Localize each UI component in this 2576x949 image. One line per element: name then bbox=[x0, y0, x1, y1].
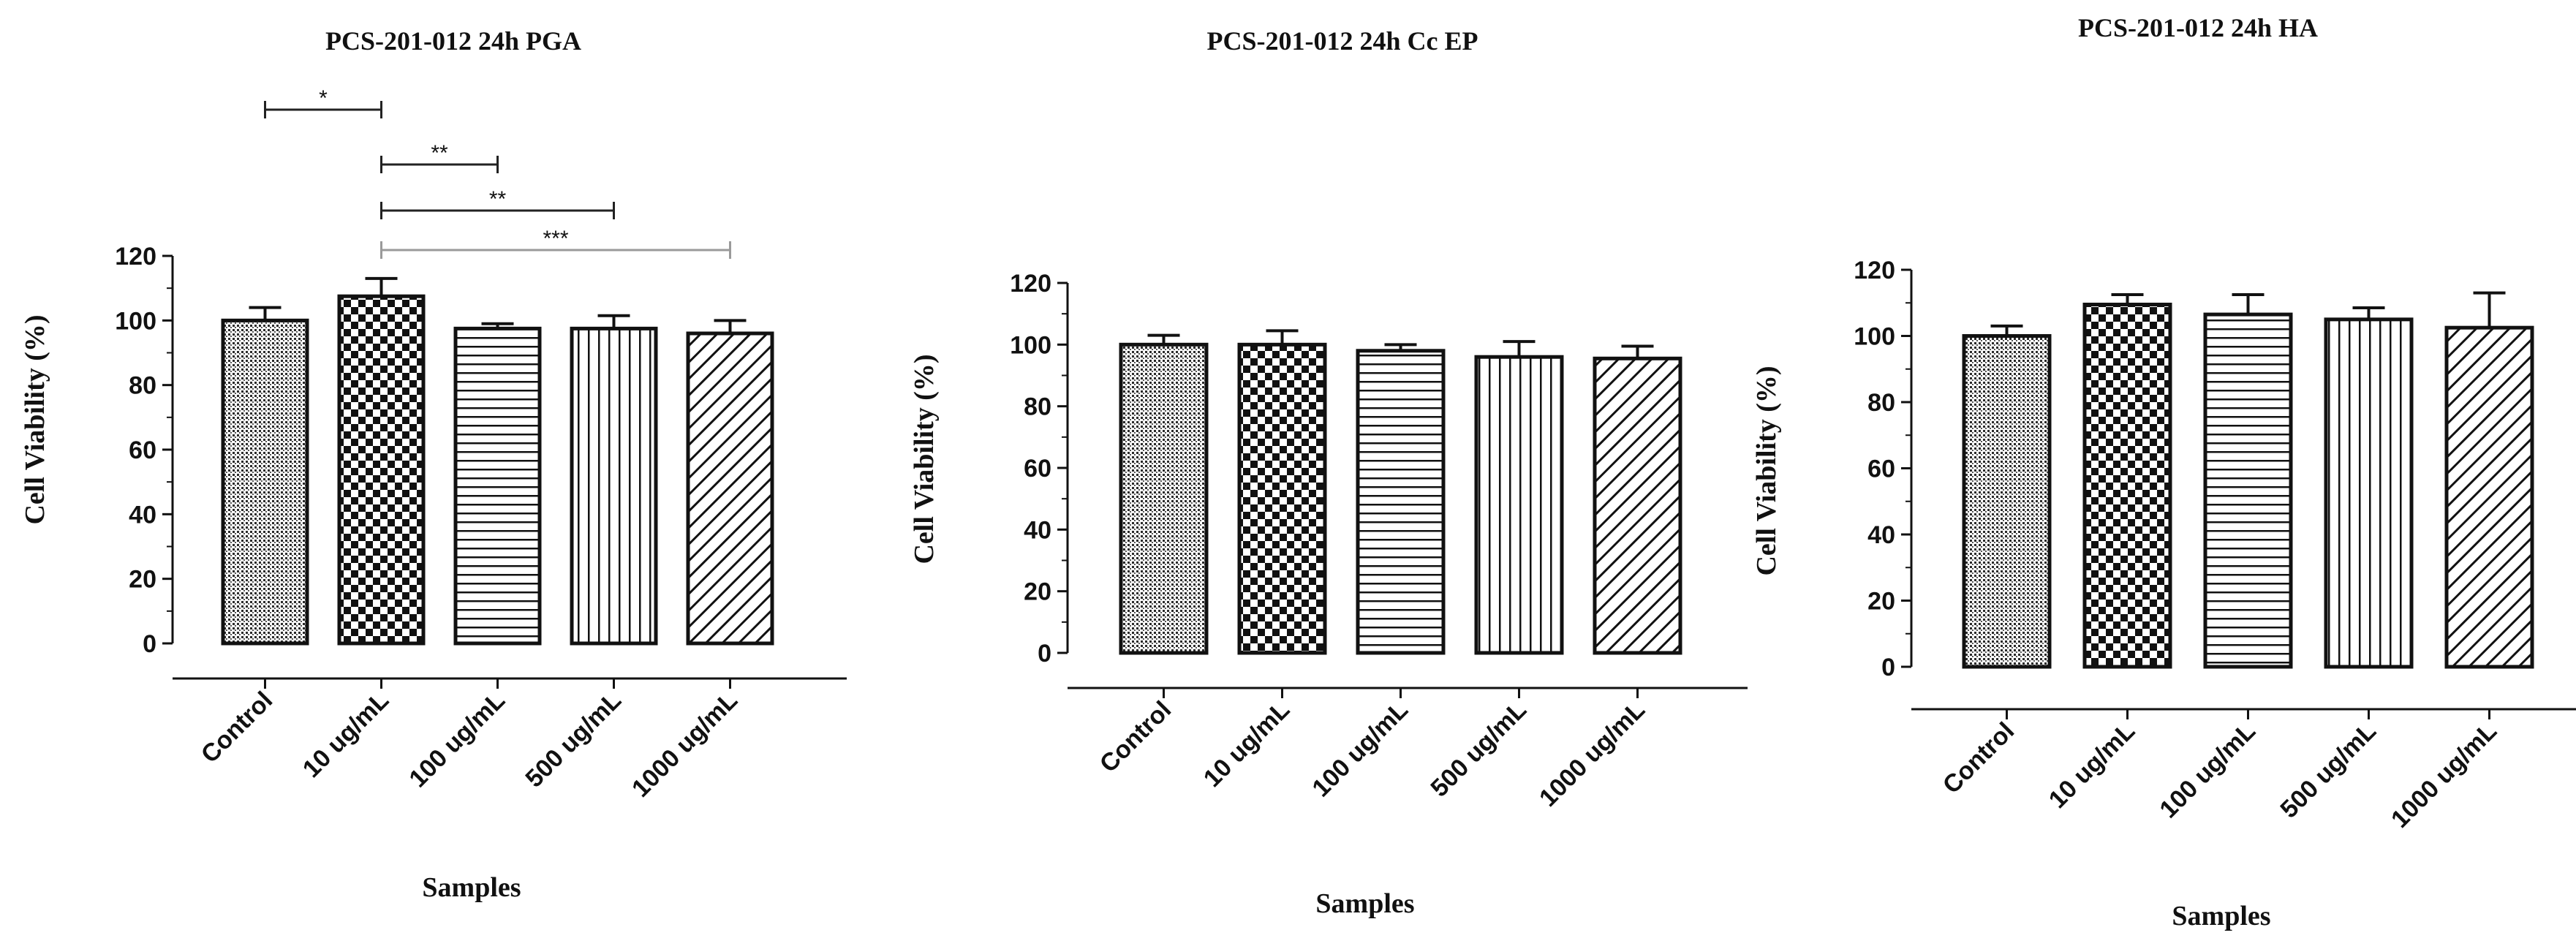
bar-control bbox=[1962, 334, 2052, 669]
chart-title: PCS-201-012 24h HA bbox=[2078, 13, 2318, 42]
x-tick-label: 1000 ug/mL bbox=[2386, 717, 2502, 833]
y-tick-label: 80 bbox=[129, 372, 156, 400]
y-axis-title: Cell Viability (%) bbox=[1751, 366, 1782, 575]
y-tick-label: 60 bbox=[1867, 455, 1895, 483]
bar-1000-ug-ml bbox=[1593, 356, 1682, 655]
bar-500-ug-ml bbox=[570, 326, 658, 646]
chart-panel-pga: PCS-201-012 24h PGA Cell Viability (%) S… bbox=[20, 26, 847, 903]
x-tick-label: 1000 ug/mL bbox=[1534, 696, 1650, 812]
y-tick-label: 0 bbox=[143, 630, 156, 658]
y-tick-label: 120 bbox=[115, 243, 156, 271]
chart-panel-ha: PCS-201-012 24h HA Cell Viability (%) Sa… bbox=[1751, 13, 2576, 931]
x-axis-title: Samples bbox=[2172, 901, 2270, 931]
plot-area: 0 20 40 60 80 100 120 Control 10 ug/mL 100 ug/mL 5… bbox=[1010, 270, 1748, 812]
bar-100-ug-ml bbox=[2203, 312, 2293, 669]
x-tick-label: 10 ug/mL bbox=[298, 687, 394, 783]
y-tick-label: 40 bbox=[1867, 521, 1895, 549]
x-tick-label: Control bbox=[1938, 717, 2020, 799]
significance-bracket: * bbox=[264, 86, 382, 118]
y-tick-label: 60 bbox=[129, 436, 156, 464]
bar-control bbox=[1119, 342, 1209, 655]
x-tick-label: 1000 ug/mL bbox=[627, 687, 743, 803]
significance-label: * bbox=[319, 86, 328, 110]
significance-bracket: ** bbox=[380, 187, 615, 219]
x-tick-label: Control bbox=[196, 687, 278, 768]
significance-bracket: ** bbox=[380, 141, 499, 173]
bar-10-ug-ml bbox=[337, 294, 426, 646]
y-axis-title: Cell Viability (%) bbox=[20, 314, 50, 524]
x-tick-label: Control bbox=[1095, 696, 1176, 778]
significance-label: ** bbox=[431, 141, 448, 165]
x-tick-label: 100 ug/mL bbox=[404, 687, 510, 793]
bar-1000-ug-ml bbox=[2444, 325, 2534, 669]
y-tick-label: 120 bbox=[1854, 257, 1895, 284]
y-tick-label: 20 bbox=[1024, 578, 1051, 606]
bar-100-ug-ml bbox=[1356, 349, 1446, 655]
y-tick-label: 60 bbox=[1024, 455, 1051, 483]
x-tick-label: 500 ug/mL bbox=[1425, 696, 1532, 803]
y-tick-label: 120 bbox=[1010, 270, 1051, 298]
significance-bracket: *** bbox=[380, 227, 731, 259]
y-tick-label: 0 bbox=[1038, 640, 1051, 668]
chart-title: PCS-201-012 24h PGA bbox=[325, 26, 581, 56]
y-tick-label: 40 bbox=[1024, 516, 1051, 544]
x-tick-label: 500 ug/mL bbox=[2275, 717, 2382, 824]
y-tick-label: 100 bbox=[115, 307, 156, 335]
y-tick-label: 100 bbox=[1854, 323, 1895, 351]
y-tick-label: 20 bbox=[1867, 588, 1895, 616]
x-tick-label: 100 ug/mL bbox=[2154, 717, 2261, 824]
plot-area: 0 20 40 60 80 100 120 Control 10 ug/mL 100 ug/mL 5… bbox=[115, 86, 847, 803]
significance-label: *** bbox=[543, 227, 568, 251]
y-tick-label: 80 bbox=[1867, 389, 1895, 417]
chart-title: PCS-201-012 24h Cc EP bbox=[1207, 26, 1478, 56]
bar-10-ug-ml bbox=[1237, 342, 1327, 655]
y-tick-label: 40 bbox=[129, 501, 156, 529]
y-tick-label: 20 bbox=[129, 566, 156, 594]
bar-100-ug-ml bbox=[453, 326, 542, 646]
bar-1000-ug-ml bbox=[686, 331, 774, 646]
x-axis-title: Samples bbox=[422, 872, 521, 903]
bar-control bbox=[221, 318, 309, 646]
chart-panel-cc-ep: PCS-201-012 24h Cc EP Cell Viability (%)… bbox=[909, 26, 1748, 919]
x-tick-label: 10 ug/mL bbox=[2044, 717, 2140, 814]
significance-label: ** bbox=[489, 187, 507, 211]
y-tick-label: 100 bbox=[1010, 331, 1051, 359]
bar-500-ug-ml bbox=[1474, 355, 1564, 655]
x-tick-label: 10 ug/mL bbox=[1198, 696, 1295, 793]
bar-10-ug-ml bbox=[2082, 303, 2172, 669]
x-tick-label: 500 ug/mL bbox=[520, 687, 627, 793]
x-axis-title: Samples bbox=[1315, 888, 1414, 919]
bar-500-ug-ml bbox=[2324, 317, 2414, 669]
y-tick-label: 80 bbox=[1024, 393, 1051, 421]
y-axis-title: Cell Viability (%) bbox=[909, 354, 940, 564]
x-tick-label: 100 ug/mL bbox=[1307, 696, 1413, 803]
y-tick-label: 0 bbox=[1881, 654, 1895, 681]
plot-area: 0 20 40 60 80 100 120 Control 10 ug/mL 100 ug/mL 5… bbox=[1854, 257, 2576, 833]
